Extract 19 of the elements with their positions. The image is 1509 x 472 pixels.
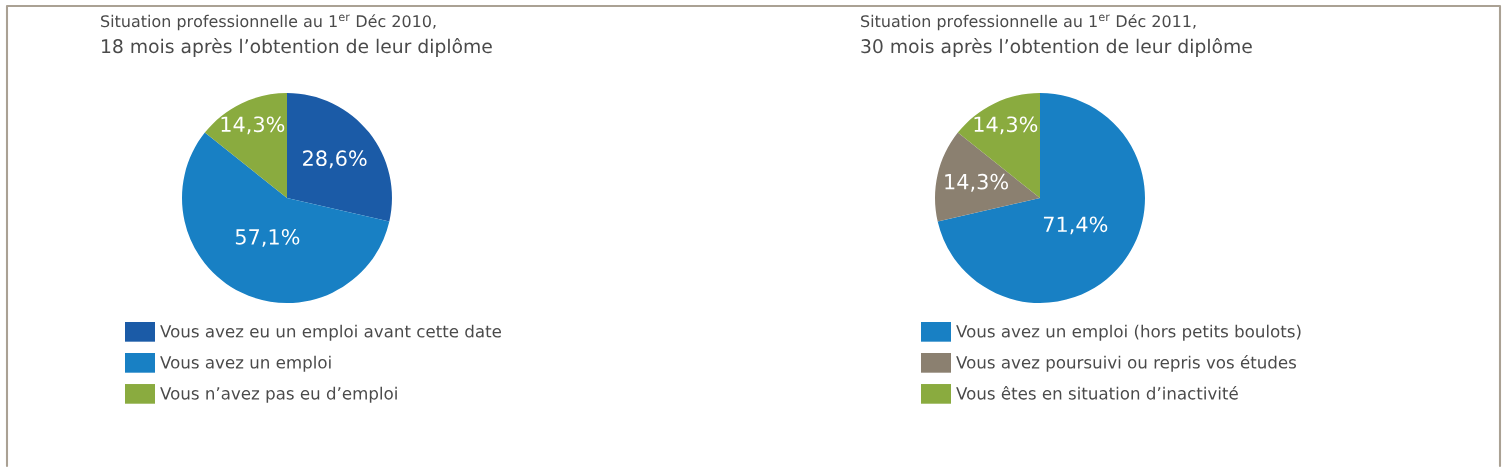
data-label: 71,4% xyxy=(1043,216,1108,235)
pie-slice xyxy=(287,93,392,222)
legend-label: Vous avez un emploi xyxy=(160,355,331,372)
data-label: 57,1% xyxy=(235,228,300,247)
legend-label: Vous êtes en situation d’inactivité xyxy=(956,386,1238,400)
pie-slice xyxy=(204,93,287,198)
chart-subtitle: 18 mois après l’obtention de leur diplôme xyxy=(102,38,492,57)
data-label: 14,3% xyxy=(945,173,1009,192)
chart-subtitle: 30 mois après l’obtention de leur diplôme xyxy=(861,38,1252,57)
chart-title: Situation professionnelle au 1$^{er}$ Déc 2010, xyxy=(101,14,436,31)
data-label: 14,3% xyxy=(221,116,285,135)
pie-slice xyxy=(937,93,1145,303)
legend-label: Vous avez eu un emploi avant cette date xyxy=(160,324,502,341)
data-label: 14,3% xyxy=(974,116,1038,135)
legend-label: Vous avez poursuivi ou repris vos études xyxy=(956,355,1297,372)
legend-label: Vous avez un emploi (hors petits boulots) xyxy=(956,324,1301,341)
chart-title: Situation professionnelle au 1$^{er}$ Déc 2011, xyxy=(861,14,1196,31)
data-label: 28,6% xyxy=(303,150,367,169)
legend-label: Vous n’avez pas eu d’emploi xyxy=(160,386,397,403)
